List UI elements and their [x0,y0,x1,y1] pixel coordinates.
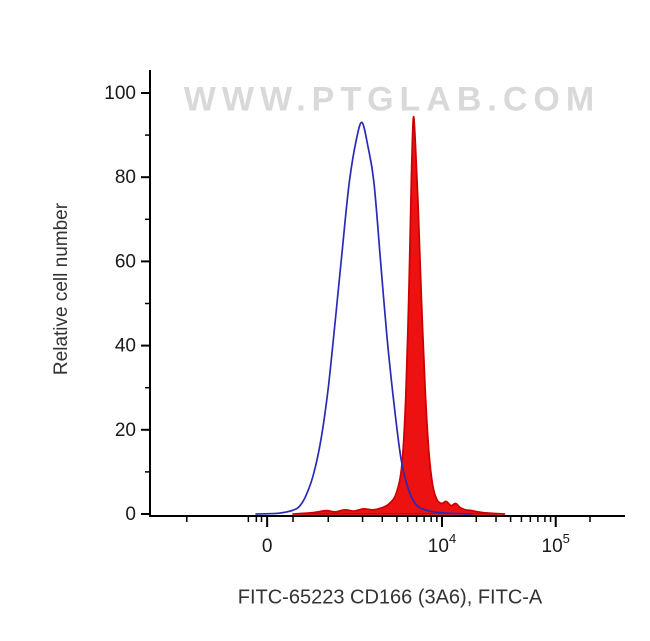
watermark: WWW.PTGLAB.COM [183,80,601,119]
x-axis-label: FITC-65223 CD166 (3A6), FITC-A [237,586,543,609]
y-tick-label: 60 [115,251,136,272]
blue-open-histogram-control [255,121,472,515]
y-tick-label: 40 [115,336,136,357]
y-tick-label: 0 [125,504,136,525]
red-filled-histogram-cd166 [292,115,506,515]
y-tick-label: 80 [115,167,136,188]
x-tick-label: 0 [262,536,273,557]
y-tick-label: 100 [104,83,136,104]
x-tick-label: 105 [542,531,570,557]
y-tick-label: 20 [115,420,136,441]
y-axis-label: Relative cell number [51,202,72,376]
x-tick-label: 104 [428,531,456,557]
